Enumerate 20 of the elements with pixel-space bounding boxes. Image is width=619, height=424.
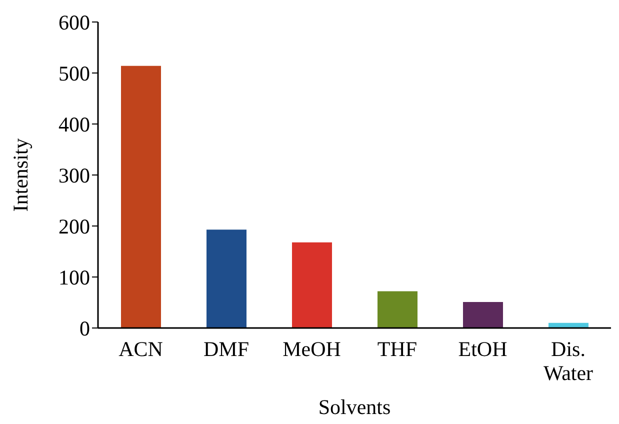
- x-tick-label: MeOH: [282, 337, 341, 361]
- y-tick-label: 200: [58, 214, 90, 238]
- bar: [292, 242, 332, 328]
- bar: [378, 291, 418, 328]
- y-tick-label: 500: [58, 61, 90, 86]
- bar: [463, 302, 503, 328]
- x-tick-label: Dis. Water: [543, 337, 594, 385]
- x-tick-label: THF: [377, 337, 418, 361]
- y-tick-label: 300: [58, 163, 90, 188]
- y-tick-label: 600: [58, 10, 90, 34]
- y-tick-label: 0: [80, 316, 90, 340]
- y-tick-label: 400: [58, 112, 90, 136]
- x-tick-label: EtOH: [458, 337, 508, 361]
- bar: [206, 230, 246, 328]
- x-axis-title: Solvents: [318, 395, 391, 419]
- bar: [121, 66, 161, 328]
- x-tick-label: DMF: [203, 337, 250, 361]
- x-tick-label: ACN: [118, 337, 163, 361]
- y-tick-label: 100: [58, 265, 90, 290]
- y-axis-title: Intensity: [8, 138, 32, 212]
